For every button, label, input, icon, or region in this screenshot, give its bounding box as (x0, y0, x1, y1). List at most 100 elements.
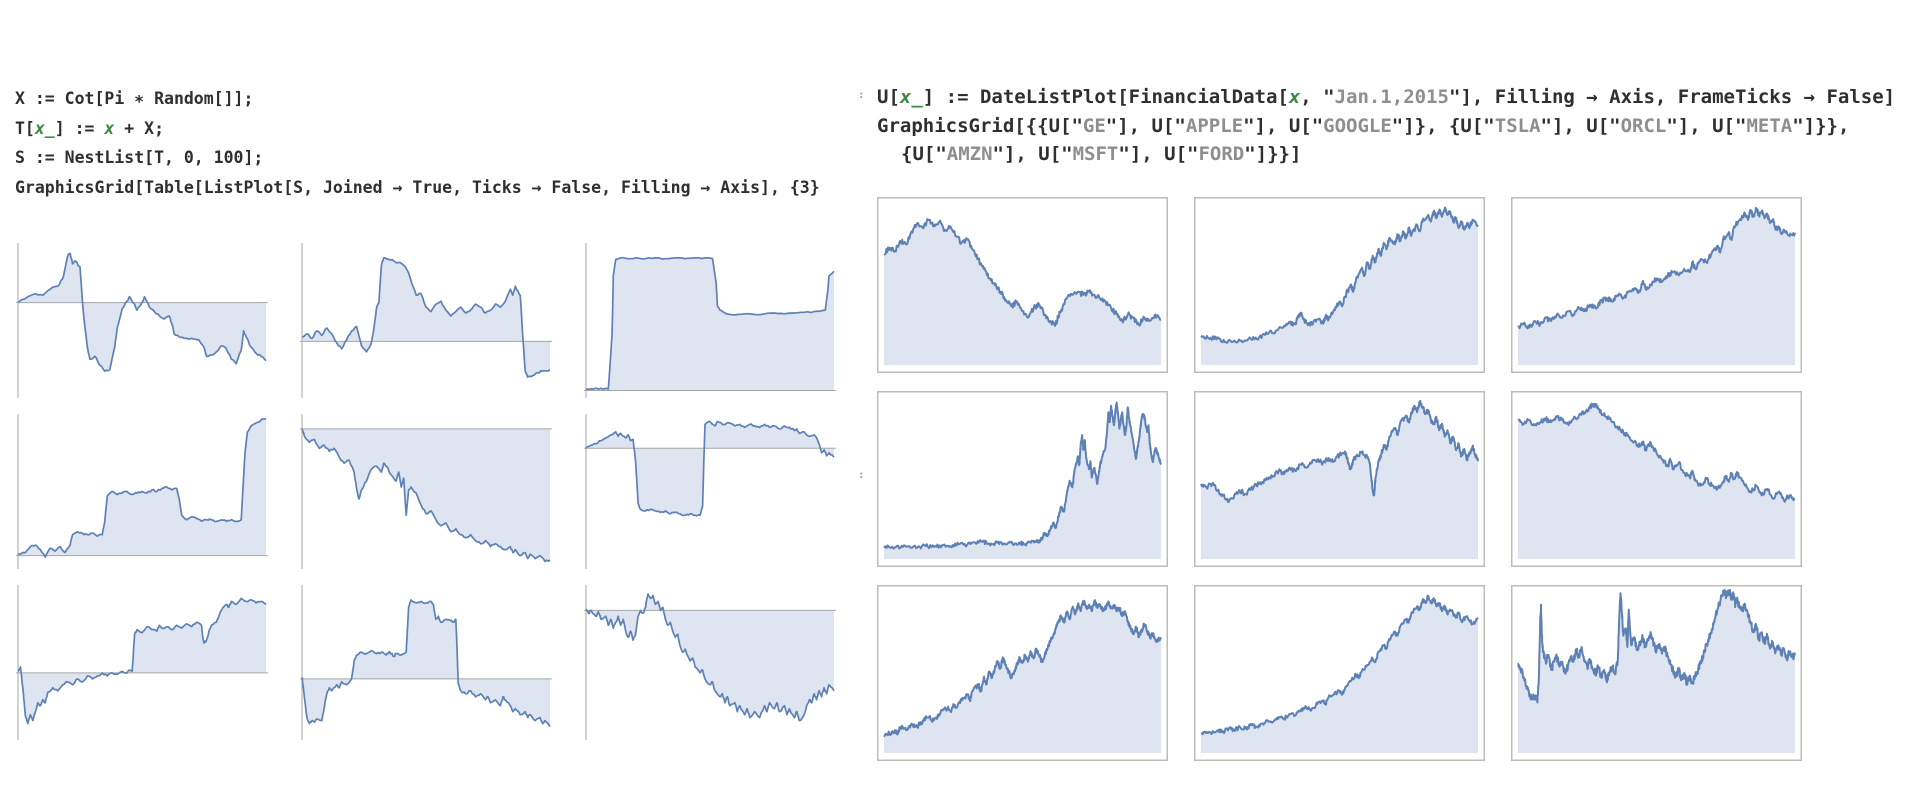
code-text: + X; (114, 118, 165, 138)
plot-walk-8 (300, 585, 552, 740)
data-series-line (301, 428, 551, 563)
string-literal: APPLE (1185, 114, 1244, 137)
stock-chart (1194, 585, 1485, 761)
data-series-line (1517, 589, 1796, 704)
code-line[interactable]: GraphicsGrid[{{U["GE"], U["APPLE"], U["G… (877, 112, 1895, 141)
listplot-code-cell[interactable]: X := Cot[Pi ∗ Random[]]; T[x_] := x + X; S… (15, 84, 820, 202)
listplot-graphics-grid (16, 243, 836, 740)
code-text: "], U[" (1118, 143, 1199, 166)
code-text: ] := DateListPlot[FinancialData[ (922, 86, 1289, 108)
code-text: "]}}] (1244, 143, 1302, 166)
random-walk-chart (584, 414, 836, 569)
plot-frame (1511, 585, 1802, 761)
plot-frame (877, 585, 1168, 761)
data-series-line (1200, 594, 1479, 736)
plot-walk-5 (300, 414, 552, 569)
code-line[interactable]: T[x_] := x + X; (15, 114, 820, 144)
plot-frame (877, 391, 1168, 567)
data-series-line (883, 401, 1162, 550)
code-text: "]}, {U[" (1391, 114, 1495, 137)
string-literal: GE (1082, 114, 1106, 137)
code-text: "]}}, (1792, 114, 1850, 137)
random-walk-chart (16, 585, 268, 740)
stock-chart (1511, 391, 1802, 567)
code-text: "], U[" (1105, 114, 1186, 137)
plot-meta (1511, 391, 1802, 567)
code-text: X := Cot[Pi ∗ Random[]]; (15, 89, 254, 108)
data-series-line (1517, 206, 1796, 330)
string-literal: FORD (1198, 143, 1245, 166)
stock-chart (1194, 197, 1485, 373)
data-series-line (883, 218, 1162, 327)
plot-walk-9 (584, 585, 836, 740)
data-series-line (17, 252, 267, 373)
code-line[interactable]: {U["AMZN"], U["MSFT"], U["FORD"]}}] (877, 140, 1895, 169)
plot-walk-4 (16, 414, 268, 569)
random-walk-chart (16, 243, 268, 398)
stock-chart (1194, 391, 1485, 567)
data-series-line (301, 257, 551, 378)
data-series-line (17, 597, 267, 725)
pattern-variable: x_ (899, 86, 923, 108)
plot-walk-6 (584, 414, 836, 569)
code-text: GraphicsGrid[{{U[" (877, 114, 1083, 137)
plot-walk-2 (300, 243, 552, 398)
plot-walk-1 (16, 243, 268, 398)
string-literal: AMZN (946, 143, 993, 166)
stock-chart (1511, 197, 1802, 373)
stock-chart (877, 585, 1168, 761)
code-text: , " (1300, 86, 1335, 108)
stock-chart (877, 391, 1168, 567)
plot-walk-7 (16, 585, 268, 740)
code-text: "], U[" (1540, 114, 1621, 137)
plot-orcl (1194, 391, 1485, 567)
code-line[interactable]: S := NestList[T, 0, 100]; (15, 143, 820, 173)
data-series-line (1200, 206, 1479, 344)
code-text: T[ (15, 118, 35, 138)
financialdata-graphics-grid (877, 197, 1802, 761)
plot-frame (1511, 197, 1802, 373)
code-text: "], U[" (1243, 114, 1324, 137)
pattern-variable: x (1288, 86, 1301, 108)
random-walk-chart (584, 585, 836, 740)
code-text: S := NestList[T, 0, 100]; (15, 148, 264, 167)
plot-msft (1194, 585, 1485, 761)
cell-bracket-marker-top: : (858, 88, 865, 101)
plot-frame (1194, 391, 1485, 567)
data-series-line (1200, 399, 1479, 503)
code-text: GraphicsGrid[Table[ListPlot[S, Joined → … (15, 177, 820, 197)
code-text: "], U[" (1666, 114, 1747, 137)
code-text: "], Filling → Axis, FrameTicks → False] (1449, 86, 1896, 108)
plot-google (1511, 197, 1802, 373)
datelistplot-code-cell[interactable]: U[x_] := DateListPlot[FinancialData[x, "… (877, 83, 1895, 169)
pattern-variable: x (104, 118, 115, 138)
random-walk-chart (584, 243, 836, 398)
code-line[interactable]: U[x_] := DateListPlot[FinancialData[x, "… (877, 83, 1895, 112)
random-walk-chart (300, 243, 552, 398)
plot-ford (1511, 585, 1802, 761)
random-walk-chart (300, 585, 552, 740)
plot-frame (1511, 391, 1802, 567)
data-series-line (585, 256, 835, 391)
code-line[interactable]: GraphicsGrid[Table[ListPlot[S, Joined → … (15, 173, 820, 203)
plot-tsla (877, 391, 1168, 567)
data-series-line (301, 599, 551, 728)
string-literal: GOOGLE (1323, 114, 1392, 137)
plot-frame (877, 197, 1168, 373)
plot-frame (1194, 585, 1485, 761)
plot-amzn (877, 585, 1168, 761)
code-line[interactable]: X := Cot[Pi ∗ Random[]]; (15, 84, 820, 114)
string-literal: MSFT (1072, 143, 1119, 166)
plot-apple (1194, 197, 1485, 373)
string-literal: TSLA (1494, 114, 1541, 137)
code-text: ] := (54, 118, 105, 138)
pattern-variable: x_ (34, 118, 55, 138)
data-series-line (1517, 402, 1796, 503)
string-literal: Jan.1,2015 (1334, 86, 1449, 108)
stock-chart (1511, 585, 1802, 761)
code-text: {U[" (901, 143, 947, 166)
plot-walk-3 (584, 243, 836, 398)
random-walk-chart (300, 414, 552, 569)
cell-bracket-marker-middle: : (858, 468, 865, 481)
